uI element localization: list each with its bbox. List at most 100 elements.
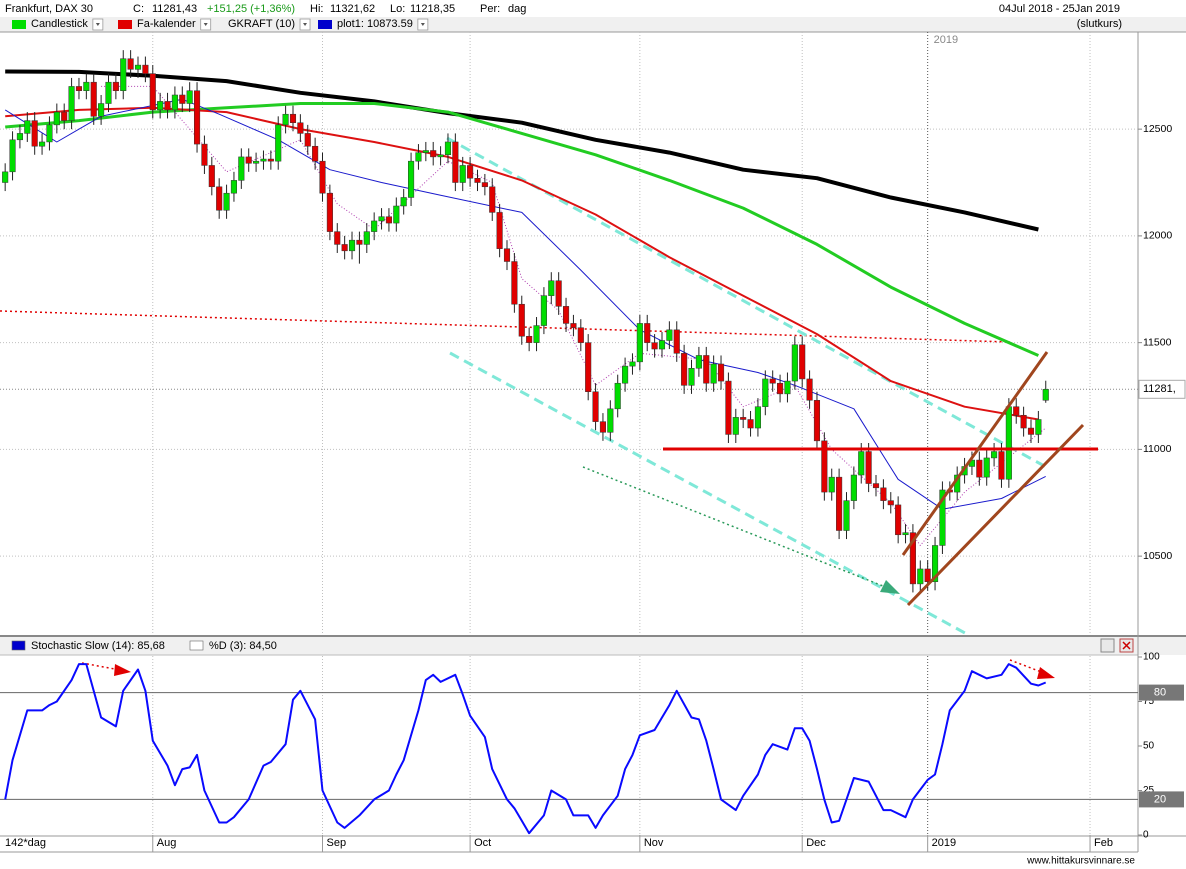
trendline [582,466,889,589]
reference-label: 20 [1154,793,1166,805]
arrowhead [1037,667,1055,679]
candle-body [90,81,97,117]
candle-body [703,355,710,384]
candle-body [585,342,592,392]
candle-body [452,141,459,183]
header-bar [0,0,1186,17]
candle-body [282,113,289,126]
candle-body [164,101,171,111]
candle-body [201,143,208,166]
candle-body [769,378,776,384]
candle-body [511,261,518,305]
candle-body [68,86,75,121]
candle-body [843,500,850,531]
candle-body [614,382,621,410]
candle-body [120,58,127,91]
candle-body [622,365,629,384]
x-tick-label: Nov [644,837,664,849]
reference-box [1139,791,1184,808]
x-tick-label: Feb [1094,837,1113,849]
close: 11281,43 [152,3,197,15]
candle-body [872,483,880,489]
candle-body [75,86,83,91]
candle-body [976,459,983,478]
candle-body [260,158,267,162]
candle-body [393,205,400,224]
candle-body [489,186,496,213]
candle-body [533,325,540,343]
candle-body [629,361,636,367]
candle-body [983,457,990,478]
candle-body [577,327,584,343]
candle-body [348,239,356,252]
candle-body [717,363,725,382]
candle-body [105,81,112,104]
candle-body [39,141,46,147]
candle-body [791,344,798,382]
candle-body [1013,406,1020,416]
candle-body [297,122,304,134]
candle-body [415,152,422,162]
candle-body [828,476,835,493]
candle-body [548,280,555,296]
candle-body [762,378,769,407]
candle-body [46,124,53,143]
candle-body [909,532,916,585]
candle-body [931,545,939,583]
candle-body [430,150,437,158]
candle-body [2,171,9,183]
candle-body [998,451,1005,480]
candle-body [710,363,717,384]
candle-body [378,216,385,222]
candle-body [880,487,887,501]
candle-body [334,231,341,245]
line-series [5,69,1039,232]
dropdown-arrow [420,23,425,26]
y-tick-label: 12500 [1143,123,1172,135]
candle-body [312,145,319,162]
candle-body [887,500,894,506]
annotations [0,136,1049,635]
x-tick-label: Sep [327,837,347,849]
candle-body [570,323,577,328]
date-range: 04Jul 2018 - 25Jan 2019 [999,3,1120,15]
candle-body [408,160,415,198]
channel-line [906,423,1085,607]
legend-bar [0,17,1186,32]
legend-label: GKRAFT (10) [228,18,295,30]
line-series [5,102,1039,357]
y-tick-label: 75 [1143,696,1155,707]
legend-label: Candlestick [31,18,88,30]
candle-body [16,133,23,141]
candle-body [289,113,297,123]
candle-body [400,197,407,207]
line-series [5,106,1039,421]
grid [0,32,1138,835]
candle-body [644,323,651,343]
candle-body [636,323,643,363]
candle-body [437,154,444,158]
candle-body [385,216,392,224]
high: 11321,62 [330,3,375,15]
y-tick-label: 10500 [1143,550,1172,562]
candle-body [858,451,865,476]
candle-body [245,156,252,164]
legend-label: %D (3): 84,50 [209,640,277,652]
panel-button[interactable] [1100,638,1115,653]
stoch-header-bar [0,636,1186,655]
candle-body [924,568,931,583]
candle-body [481,182,488,188]
candle-body [740,417,747,420]
candle-body [681,353,688,386]
trendline [449,351,966,635]
candle-body [651,342,658,350]
channel-line [901,351,1049,556]
candle-body [142,64,149,74]
candle-body [526,335,533,343]
candle-body [193,90,201,145]
line-series [4,663,1047,835]
stoch-panel [4,663,1047,835]
instrument: Frankfurt, DAX 30 [5,3,93,15]
y-tick-label: 100 [1143,652,1160,663]
candle-body [238,156,245,181]
